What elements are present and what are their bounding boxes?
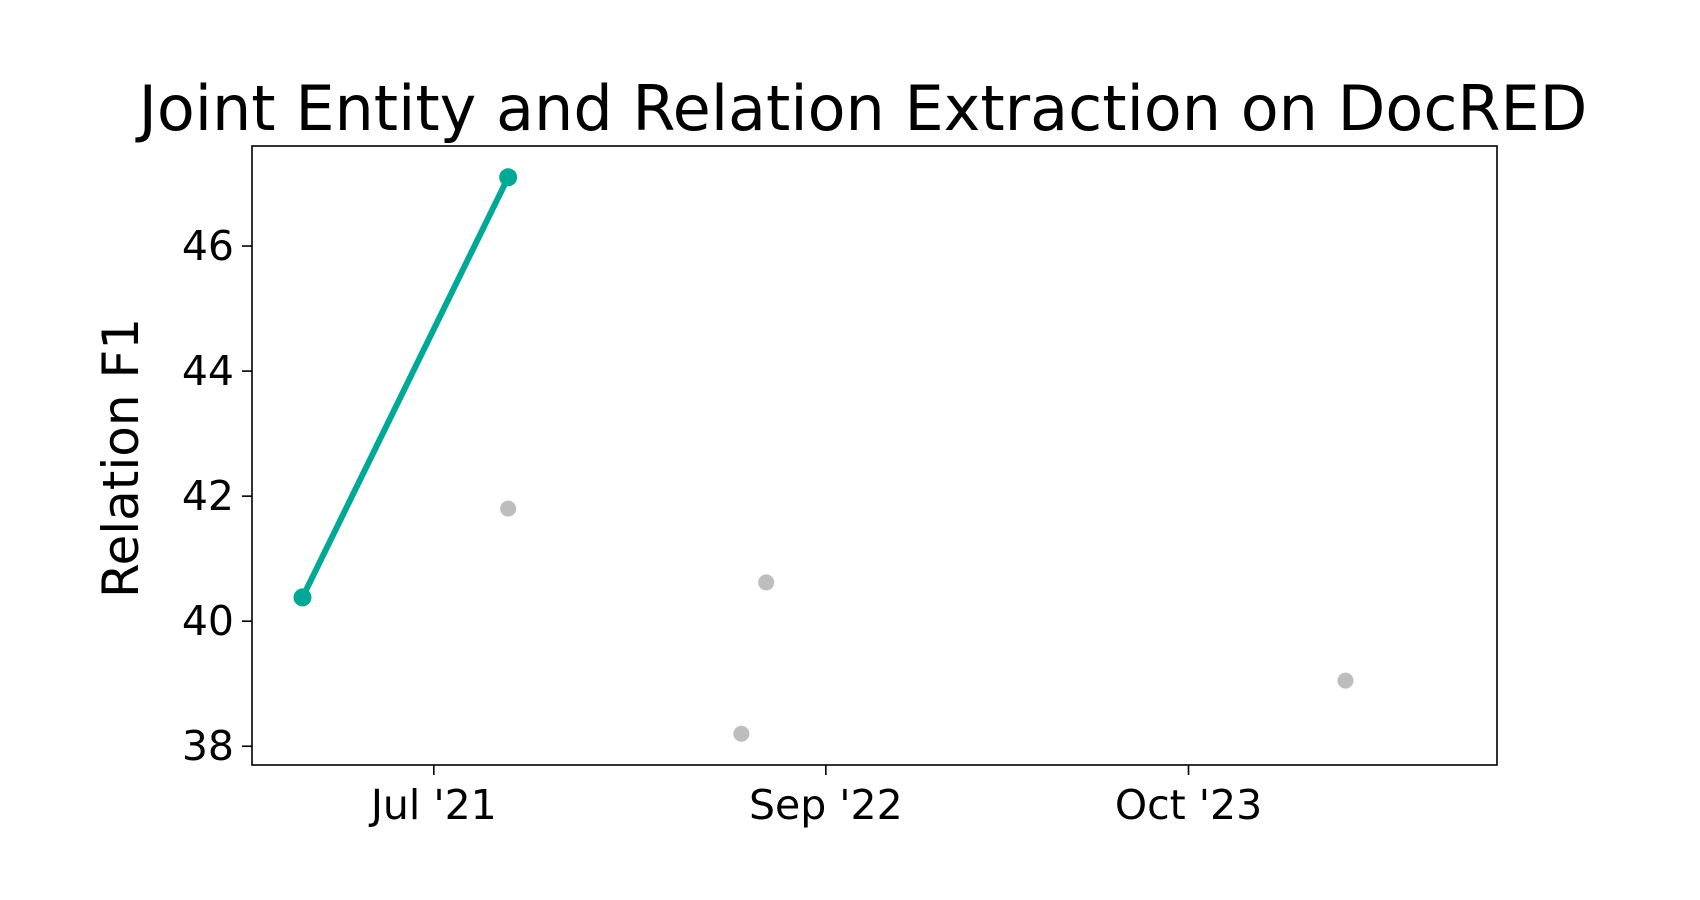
y-tick-label: 46	[182, 222, 234, 270]
y-tick-label: 38	[182, 722, 234, 770]
x-tick-label: Sep '22	[749, 781, 903, 829]
sota-point	[293, 588, 312, 607]
result-point	[500, 500, 517, 517]
axis-ticks: 38 40 42 44 46 Jul '21 Sep '22 Oct '23	[182, 222, 1262, 829]
y-axis-label: Relation F1	[92, 318, 150, 598]
x-tick-label: Oct '23	[1115, 781, 1262, 829]
plot-marks	[293, 168, 1354, 742]
chart-title: Joint Entity and Relation Extraction on …	[135, 72, 1588, 145]
sota-line	[299, 174, 512, 601]
result-point	[1337, 672, 1354, 689]
result-point	[758, 574, 775, 591]
sota-point	[499, 168, 518, 187]
result-point	[733, 725, 750, 742]
plot-area-frame	[251, 145, 1498, 766]
x-tick-label: Jul '21	[368, 781, 497, 829]
y-tick-label: 42	[182, 472, 234, 520]
y-tick-label: 40	[182, 597, 234, 645]
y-tick-label: 44	[182, 347, 234, 395]
